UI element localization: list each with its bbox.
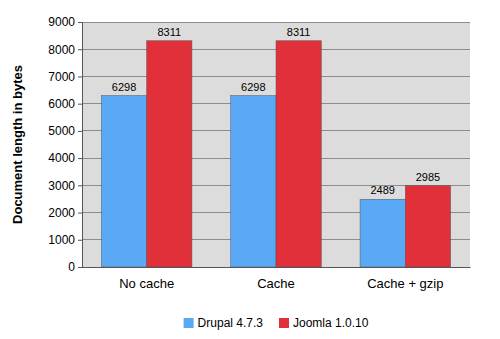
y-tick-label: 9000: [48, 15, 75, 29]
legend-label: Joomla 1.0.10: [293, 316, 369, 330]
plot: 6298 6298 2489 8311 8311 2985 0 1000 2000 3000 400…: [48, 15, 470, 291]
x-tick-label: No cache: [119, 276, 174, 291]
y-tick: 3000: [48, 179, 82, 193]
bar: [360, 199, 405, 267]
y-tick: 7000: [48, 70, 82, 84]
chart: 6298 6298 2489 8311 8311 2985 0 1000 2000 3000 400…: [0, 0, 500, 339]
legend: Drupal 4.7.3 Joomla 1.0.10: [184, 316, 369, 330]
y-tick-label: 8000: [48, 43, 75, 57]
y-tick-mark: [78, 158, 82, 159]
y-tick-label: 4000: [48, 151, 75, 165]
y-tick-mark: [78, 240, 82, 241]
legend-swatch: [279, 318, 289, 328]
legend-item: Drupal 4.7.3: [184, 316, 264, 330]
y-tick-mark: [78, 213, 82, 214]
legend-item: Joomla 1.0.10: [279, 316, 369, 330]
y-tick-label: 2000: [48, 206, 75, 220]
y-tick: 0: [68, 260, 82, 274]
plot-background: [82, 22, 470, 267]
y-tick-mark: [78, 185, 82, 186]
bar: [405, 186, 450, 267]
data-label: 8311: [287, 26, 311, 38]
y-axis-line: [78, 23, 83, 268]
grid: [82, 22, 470, 267]
data-label: 2489: [370, 184, 394, 196]
y-axis: 0 1000 2000 3000 4000 5000 6000 7000 8000 9000: [48, 15, 82, 274]
bar: [147, 41, 192, 267]
data-label: 6298: [112, 81, 136, 93]
y-tick-mark: [78, 267, 82, 268]
y-tick-label: 1000: [48, 233, 75, 247]
x-tick: Cache: [257, 276, 295, 291]
bar: [101, 96, 146, 267]
y-tick: 1000: [48, 233, 82, 247]
legend-swatch: [184, 318, 194, 328]
data-label: 8311: [157, 26, 181, 38]
y-tick-mark: [78, 49, 82, 50]
data-label: 2985: [416, 171, 440, 183]
y-tick-mark: [78, 22, 82, 23]
y-tick: 2000: [48, 206, 82, 220]
legend-label: Drupal 4.7.3: [198, 316, 264, 330]
y-axis-title: Document length in bytes: [10, 65, 25, 224]
y-tick-mark: [78, 76, 82, 77]
y-tick: 4000: [48, 151, 82, 165]
y-tick: 8000: [48, 43, 82, 57]
x-tick: Cache + gzip: [367, 276, 443, 291]
grid-line: [82, 22, 470, 23]
y-tick-label: 5000: [48, 124, 75, 138]
y-tick-label: 7000: [48, 70, 75, 84]
y-tick: 6000: [48, 97, 82, 111]
y-tick: 5000: [48, 124, 82, 138]
y-tick-label: 0: [68, 260, 75, 274]
x-tick-label: Cache + gzip: [367, 276, 443, 291]
data-labels: 6298 6298 2489 8311 8311 2985: [112, 26, 440, 196]
bar: [276, 41, 321, 267]
x-axis: No cache Cache Cache + gzip: [83, 268, 471, 292]
y-tick-mark: [78, 131, 82, 132]
y-tick-mark: [78, 104, 82, 105]
bars: [101, 41, 450, 267]
x-tick-label: Cache: [257, 276, 295, 291]
data-label: 6298: [241, 81, 265, 93]
x-tick: No cache: [119, 276, 174, 291]
x-axis-line: [83, 267, 471, 268]
y-tick-label: 3000: [48, 179, 75, 193]
y-tick-label: 6000: [48, 97, 75, 111]
y-tick: 9000: [48, 15, 82, 29]
bar: [231, 96, 276, 267]
